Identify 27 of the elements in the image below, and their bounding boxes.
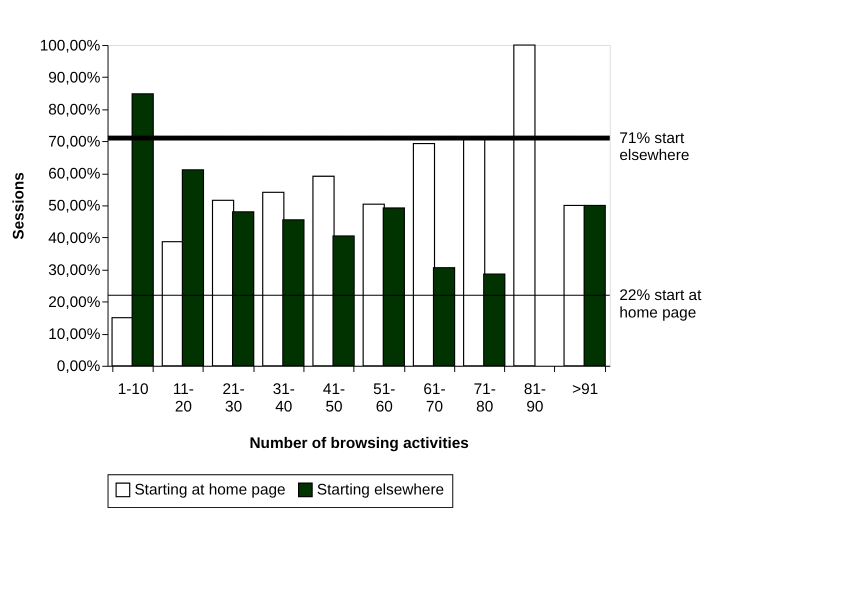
y-tick-label: 60,00% <box>48 166 101 183</box>
y-tick-label: 40,00% <box>48 230 101 247</box>
y-axis-title: Sessions <box>10 172 28 240</box>
x-tick-label: 41-50 <box>322 381 346 416</box>
y-tick-label: 20,00% <box>48 294 101 311</box>
x-tick-label: 51-60 <box>373 381 396 416</box>
legend-label: Starting at home page <box>134 482 286 499</box>
x-tick-label: 11-20 <box>172 381 194 416</box>
y-tick-label: 0,00% <box>56 358 101 376</box>
y-tick-label: 100,00% <box>40 37 101 54</box>
x-tick-label: 81-90 <box>524 381 546 416</box>
x-tick-label: 71-80 <box>474 381 496 416</box>
y-tick-label: 10,00% <box>48 326 101 343</box>
ref-line-label: 22% start at home page <box>619 287 702 322</box>
x-axis-title: Number of browsing activities <box>249 434 469 452</box>
x-tick-label: 21-30 <box>222 381 245 416</box>
y-tick-label: 80,00% <box>48 101 101 118</box>
y-tick-label: 70,00% <box>48 134 101 151</box>
ref-line-label: 71% start elsewhere <box>619 130 690 164</box>
x-tick-label: 31-40 <box>272 381 295 416</box>
y-tick-label: 30,00% <box>48 262 101 279</box>
y-tick-label: 90,00% <box>48 69 101 86</box>
y-tick-label: 50,00% <box>48 198 101 215</box>
x-tick-label: 61-70 <box>423 381 446 416</box>
legend-label: Starting elsewhere <box>316 482 444 499</box>
x-tick-label: 1-10 <box>118 381 149 398</box>
x-tick-label: >91 <box>572 381 598 398</box>
